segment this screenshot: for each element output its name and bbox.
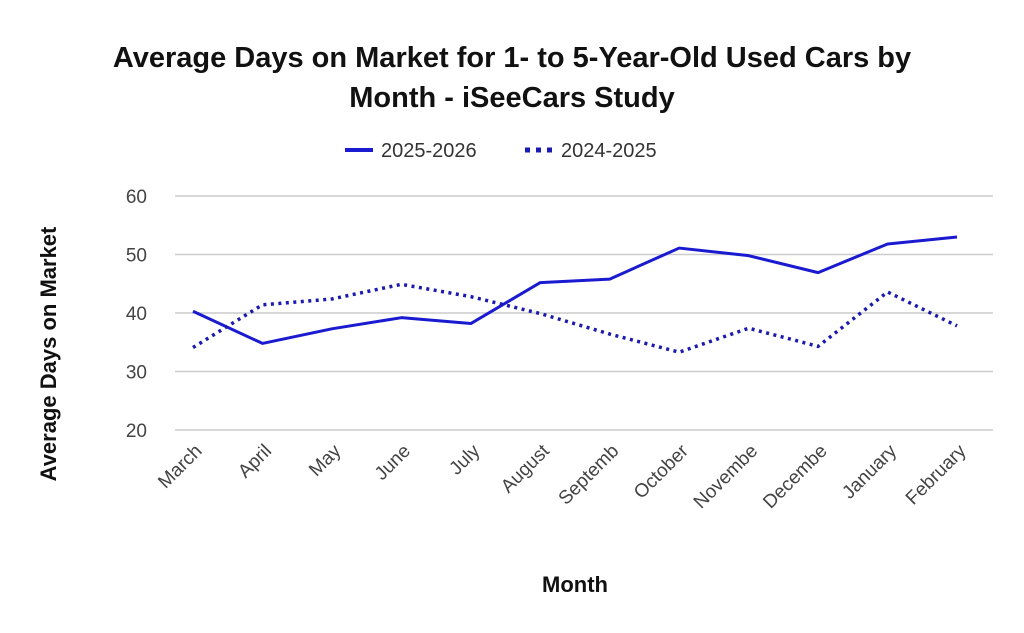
x-tick-label: Decembe	[759, 441, 831, 513]
chart-title-line-1: Average Days on Market for 1- to 5-Year-…	[113, 42, 911, 74]
x-tick-label: July	[446, 440, 485, 479]
x-tick-label: Septemb	[555, 441, 624, 510]
y-tick-label: 50	[126, 246, 147, 267]
x-tick-label: June	[371, 441, 415, 485]
x-tick-label: August	[497, 440, 554, 497]
x-tick-label: February	[902, 440, 971, 509]
y-tick-label: 30	[126, 363, 147, 384]
y-axis-ticks: 20 30 40 50 60	[126, 187, 147, 442]
legend-label: 2025-2026	[381, 140, 477, 162]
series-line-2025-2026	[192, 235, 958, 345]
x-tick-label: April	[234, 441, 276, 483]
x-tick-label: March	[154, 441, 206, 493]
legend-label: 2024-2025	[561, 140, 657, 162]
y-axis-title: Average Days on Market	[36, 226, 61, 481]
x-tick-label: May	[305, 440, 346, 481]
series-line-2024-2025	[192, 282, 958, 355]
x-axis-ticks: March April May June July August Septemb Octobe…	[154, 440, 971, 513]
series-lines	[192, 235, 958, 355]
x-tick-label: Novembe	[690, 441, 762, 513]
y-tick-label: 60	[126, 187, 147, 208]
y-tick-label: 40	[126, 304, 147, 325]
chart-title-line-2: Month - iSeeCars Study	[349, 82, 675, 114]
x-axis-title: Month	[542, 572, 608, 597]
legend: 2025-2026 2024-2025	[345, 140, 657, 162]
gridlines	[175, 195, 993, 431]
x-tick-label: January	[838, 440, 901, 503]
x-tick-label: October	[630, 440, 693, 503]
y-tick-label: 20	[126, 421, 147, 442]
